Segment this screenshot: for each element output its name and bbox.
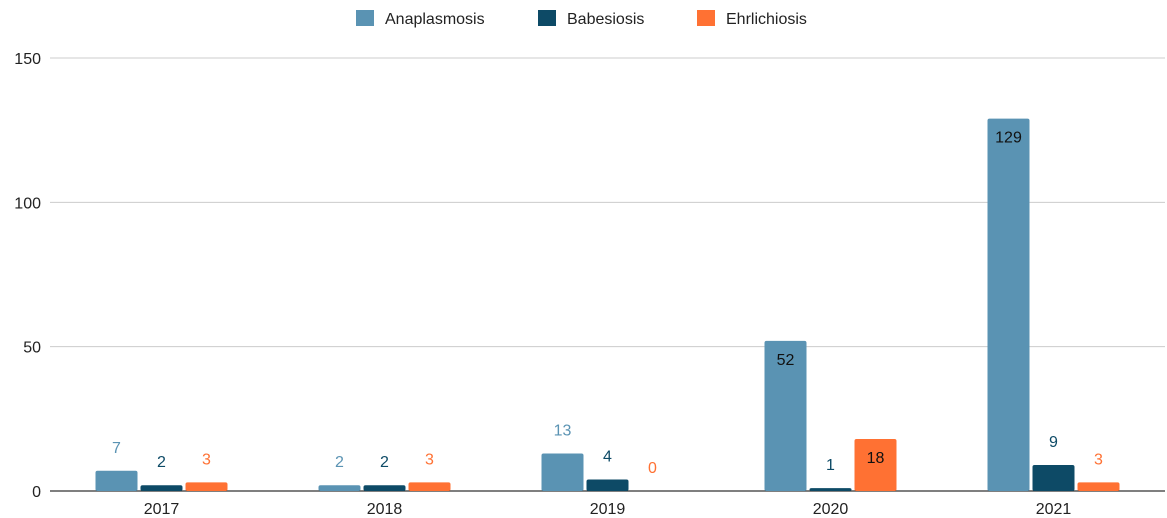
- data-label-babesiosis-2017: 2: [157, 454, 166, 471]
- legend: Anaplasmosis Babesiosis Ehrlichiosis: [356, 10, 807, 28]
- data-label-babesiosis-2020: 1: [826, 457, 835, 474]
- bar-anaplasmosis-2020: [764, 340, 807, 491]
- bars: 7 2 3 2 2 3 13 4 0 52 1 18 129 9 3: [95, 118, 1120, 492]
- bar-babesiosis-2020: [809, 488, 852, 491]
- data-label-babesiosis-2018: 2: [380, 454, 389, 471]
- y-tick-label: 50: [23, 340, 41, 357]
- bar-babesiosis-2021: [1032, 465, 1075, 491]
- bar-babesiosis-2019: [586, 479, 629, 491]
- x-tick-label: 2018: [367, 501, 403, 518]
- data-label-ehrlichiosis-2018: 3: [425, 451, 434, 468]
- data-label-ehrlichiosis-2021: 3: [1094, 451, 1103, 468]
- legend-label-ehrlichiosis: Ehrlichiosis: [726, 11, 807, 28]
- bar-anaplasmosis-2017: [95, 470, 138, 491]
- data-label-anaplasmosis-2019: 13: [554, 422, 572, 439]
- data-label-babesiosis-2021: 9: [1049, 434, 1058, 451]
- data-label-ehrlichiosis-2019: 0: [648, 460, 657, 477]
- x-axis: 2017 2018 2019 2020 2021: [144, 501, 1072, 518]
- data-label-ehrlichiosis-2020: 18: [867, 450, 885, 467]
- legend-label-anaplasmosis: Anaplasmosis: [385, 11, 485, 28]
- bar-anaplasmosis-2018: [318, 485, 361, 491]
- bar-ehrlichiosis-2018: [408, 482, 451, 491]
- y-tick-label: 150: [14, 51, 41, 68]
- bar-ehrlichiosis-2017: [185, 482, 228, 491]
- y-axis: 0 50 100 150: [14, 51, 41, 501]
- x-tick-label: 2017: [144, 501, 180, 518]
- y-tick-label: 100: [14, 195, 41, 212]
- x-tick-label: 2020: [813, 501, 849, 518]
- data-label-babesiosis-2019: 4: [603, 448, 612, 465]
- x-tick-label: 2021: [1036, 501, 1072, 518]
- legend-label-babesiosis: Babesiosis: [567, 11, 644, 28]
- bar-anaplasmosis-2019: [541, 453, 584, 491]
- data-label-anaplasmosis-2021: 129: [995, 130, 1022, 147]
- bar-babesiosis-2018: [363, 485, 406, 491]
- data-label-ehrlichiosis-2017: 3: [202, 451, 211, 468]
- data-label-anaplasmosis-2017: 7: [112, 440, 121, 457]
- legend-swatch-ehrlichiosis: [697, 10, 715, 26]
- data-label-anaplasmosis-2020: 52: [777, 352, 795, 369]
- data-label-anaplasmosis-2018: 2: [335, 454, 344, 471]
- bar-ehrlichiosis-2021: [1077, 482, 1120, 491]
- bar-ehrlichiosis-2020: [854, 439, 897, 491]
- y-tick-label: 0: [32, 484, 41, 501]
- bar-babesiosis-2017: [140, 485, 183, 491]
- legend-swatch-babesiosis: [538, 10, 556, 26]
- bar-anaplasmosis-2021: [987, 118, 1030, 492]
- x-tick-label: 2019: [590, 501, 626, 518]
- legend-swatch-anaplasmosis: [356, 10, 374, 26]
